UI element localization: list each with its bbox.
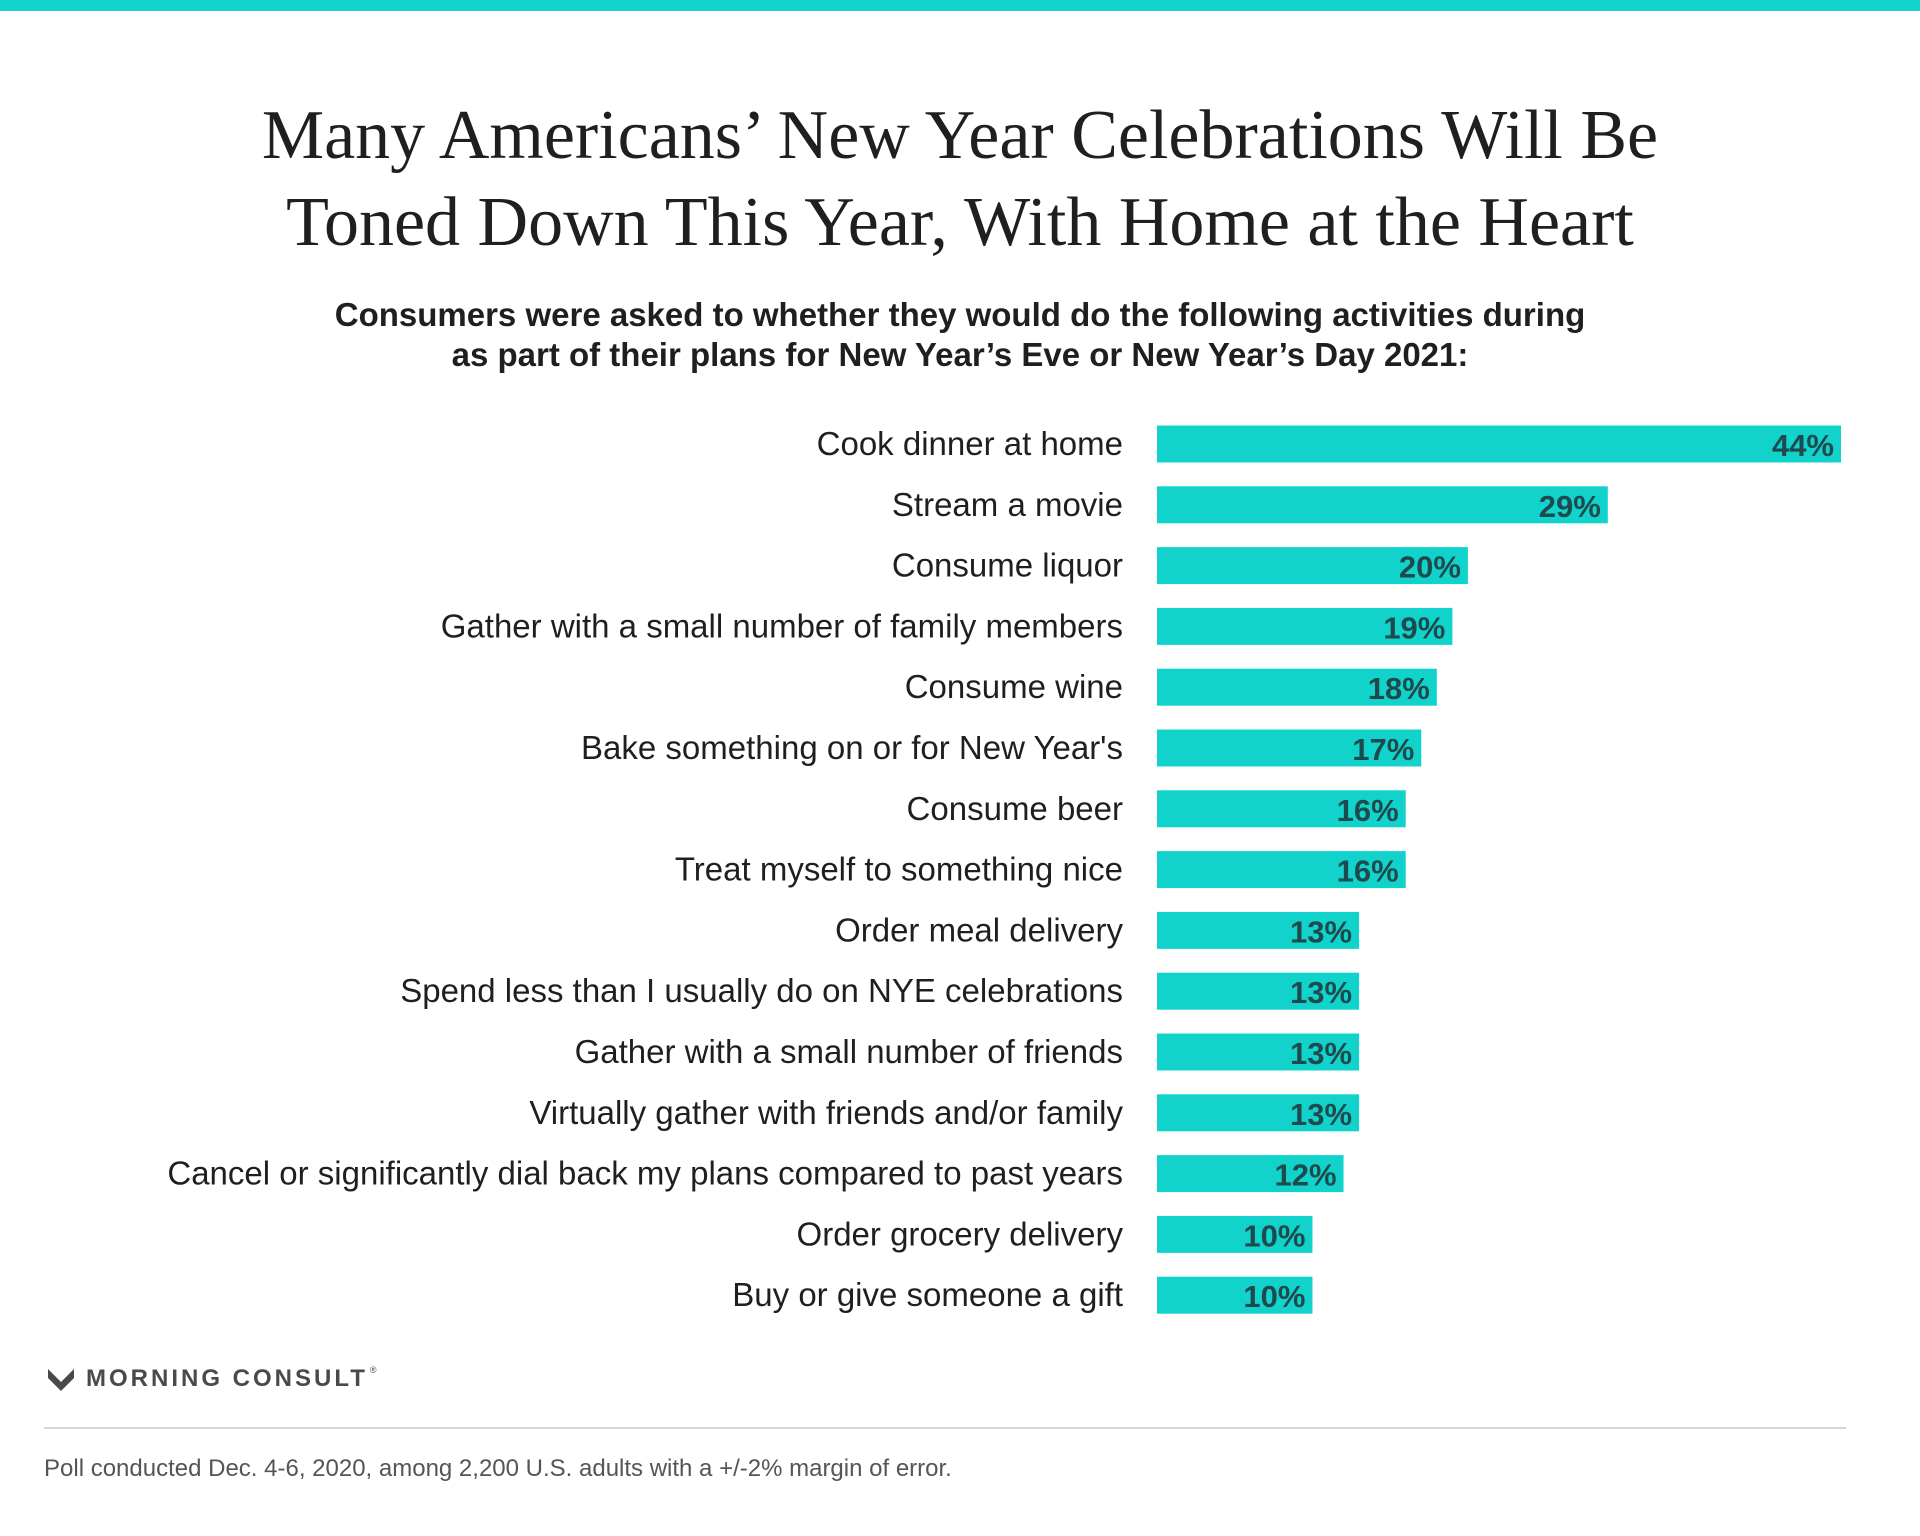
category-label: Gather with a small number of friends bbox=[575, 1033, 1123, 1070]
top-accent-stripe bbox=[0, 0, 1920, 11]
brand-logo: MORNING CONSULT ® bbox=[46, 1365, 377, 1393]
value-label: 44% bbox=[1772, 428, 1834, 463]
category-label: Buy or give someone a gift bbox=[732, 1276, 1123, 1313]
methodology-note: Poll conducted Dec. 4-6, 2020, among 2,2… bbox=[44, 1455, 952, 1482]
category-label: Order meal delivery bbox=[835, 911, 1123, 948]
category-label: Treat myself to something nice bbox=[675, 851, 1123, 888]
bar bbox=[1157, 790, 1406, 828]
footer-divider bbox=[44, 1427, 1846, 1429]
bar bbox=[1157, 668, 1437, 706]
brand-name: MORNING CONSULT bbox=[86, 1365, 368, 1392]
category-label: Consume wine bbox=[905, 668, 1123, 705]
bar bbox=[1157, 972, 1360, 1010]
value-label: 17% bbox=[1352, 732, 1414, 767]
value-label: 12% bbox=[1274, 1158, 1336, 1193]
value-label: 10% bbox=[1243, 1279, 1305, 1314]
brand-trademark: ® bbox=[369, 1365, 377, 1375]
bar bbox=[1157, 1155, 1344, 1193]
value-label: 16% bbox=[1337, 854, 1399, 889]
value-label: 18% bbox=[1368, 671, 1430, 706]
value-label: 13% bbox=[1290, 975, 1352, 1010]
value-label: 13% bbox=[1290, 1036, 1352, 1071]
value-label: 19% bbox=[1383, 610, 1445, 645]
bar bbox=[1157, 729, 1422, 767]
bar bbox=[1157, 607, 1453, 645]
category-label: Order grocery delivery bbox=[797, 1215, 1124, 1252]
category-label: Consume beer bbox=[907, 790, 1123, 827]
category-label: Gather with a small number of family mem… bbox=[441, 607, 1123, 644]
category-label: Consume liquor bbox=[892, 547, 1123, 584]
bar bbox=[1157, 1215, 1313, 1253]
bar bbox=[1157, 1094, 1360, 1132]
morning-consult-m-icon bbox=[48, 1369, 74, 1391]
bar bbox=[1157, 1276, 1313, 1314]
category-label: Cancel or significantly dial back my pla… bbox=[167, 1155, 1123, 1192]
bar bbox=[1157, 1033, 1360, 1071]
value-label: 20% bbox=[1399, 550, 1461, 585]
value-label: 10% bbox=[1243, 1218, 1305, 1253]
bar bbox=[1157, 425, 1841, 463]
category-label: Stream a movie bbox=[892, 486, 1123, 523]
category-label: Spend less than I usually do on NYE cele… bbox=[400, 972, 1123, 1009]
bar bbox=[1157, 911, 1360, 949]
chart-title: Many Americans’ New Year Celebrations Wi… bbox=[261, 97, 1659, 261]
value-label: 29% bbox=[1539, 489, 1601, 524]
bar bbox=[1157, 547, 1468, 585]
value-label: 13% bbox=[1290, 1097, 1352, 1132]
category-label: Cook dinner at home bbox=[817, 425, 1123, 462]
chart-subtitle: Consumers were asked to whether they wou… bbox=[334, 296, 1586, 373]
bar bbox=[1157, 851, 1406, 889]
category-label: Bake something on or for New Year's bbox=[581, 729, 1123, 766]
bar bbox=[1157, 486, 1608, 524]
bar-chart: Cook dinner at home 44% Stream a movie 29% C… bbox=[167, 425, 1841, 1314]
value-label: 16% bbox=[1337, 793, 1399, 828]
category-label: Virtually gather with friends and/or fam… bbox=[529, 1094, 1123, 1131]
value-label: 13% bbox=[1290, 914, 1352, 949]
